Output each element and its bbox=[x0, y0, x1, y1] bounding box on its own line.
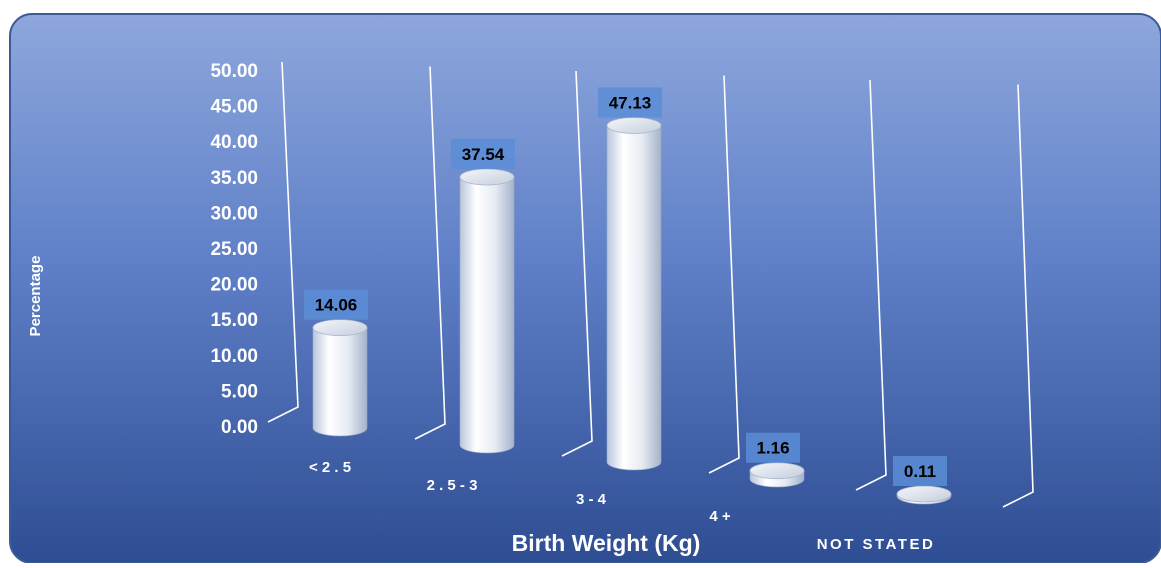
x-tick-label: < 2 . 5 bbox=[309, 459, 351, 476]
y-tick-label: 10.00 bbox=[210, 346, 258, 367]
value-label-box bbox=[304, 289, 368, 320]
x-tick-label: NOT STATED bbox=[817, 536, 936, 553]
x-axis: < 2 . 5 2 . 5 - 3 3 - 4 4 + NOT STATED bbox=[309, 459, 936, 553]
bar-body bbox=[459, 176, 515, 454]
wall-line bbox=[414, 66, 446, 440]
bar-top bbox=[459, 168, 515, 186]
bar: 37.54 bbox=[451, 138, 515, 454]
bars: 14.06 37.54 47.13 1.16 0.11 bbox=[304, 87, 952, 505]
y-tick-label: 45.00 bbox=[210, 97, 258, 118]
bar-top bbox=[749, 462, 805, 480]
bar: 1.16 bbox=[746, 432, 805, 488]
wall-line bbox=[855, 79, 887, 491]
y-axis-label: Percentage bbox=[27, 256, 44, 337]
wall-line bbox=[708, 75, 740, 474]
bar-body bbox=[606, 125, 662, 471]
value-label: 0.11 bbox=[904, 462, 936, 481]
y-tick-label: 40.00 bbox=[210, 132, 258, 153]
bar-top bbox=[606, 117, 662, 134]
value-label: 1.16 bbox=[756, 439, 789, 458]
y-tick-label: 15.00 bbox=[210, 310, 258, 331]
wall-lines bbox=[267, 61, 1034, 508]
bar-top bbox=[896, 485, 952, 503]
bar: 47.13 bbox=[598, 87, 662, 471]
value-label-box bbox=[746, 432, 800, 463]
bar-top bbox=[312, 319, 368, 337]
wall-line bbox=[267, 61, 299, 423]
bar-body bbox=[312, 327, 368, 437]
y-axis: 0.00 5.00 10.00 15.00 20.00 25.00 30.00 35.00 40… bbox=[210, 61, 258, 438]
wall-line bbox=[561, 70, 593, 457]
value-label: 47.13 bbox=[609, 93, 652, 112]
y-tick-label: 30.00 bbox=[210, 203, 258, 224]
y-tick-label: 25.00 bbox=[210, 239, 258, 260]
bar: 14.06 bbox=[304, 289, 368, 437]
y-tick-label: 20.00 bbox=[210, 275, 258, 296]
x-tick-label: 3 - 4 bbox=[576, 491, 607, 508]
value-label: 14.06 bbox=[315, 296, 358, 315]
bar: 0.11 bbox=[893, 456, 952, 505]
y-tick-label: 5.00 bbox=[221, 381, 258, 402]
value-label: 37.54 bbox=[462, 145, 505, 164]
value-label-box bbox=[451, 138, 515, 169]
x-tick-label: 4 + bbox=[709, 508, 731, 525]
wall-line bbox=[1002, 84, 1034, 508]
y-tick-label: 35.00 bbox=[210, 168, 258, 189]
value-label-box bbox=[893, 456, 947, 486]
y-tick-label: 50.00 bbox=[210, 61, 258, 82]
x-tick-label: 2 . 5 - 3 bbox=[427, 477, 478, 494]
y-tick-label: 0.00 bbox=[221, 417, 258, 438]
value-label-box bbox=[598, 87, 662, 118]
x-axis-label: Birth Weight (Kg) bbox=[512, 530, 701, 556]
